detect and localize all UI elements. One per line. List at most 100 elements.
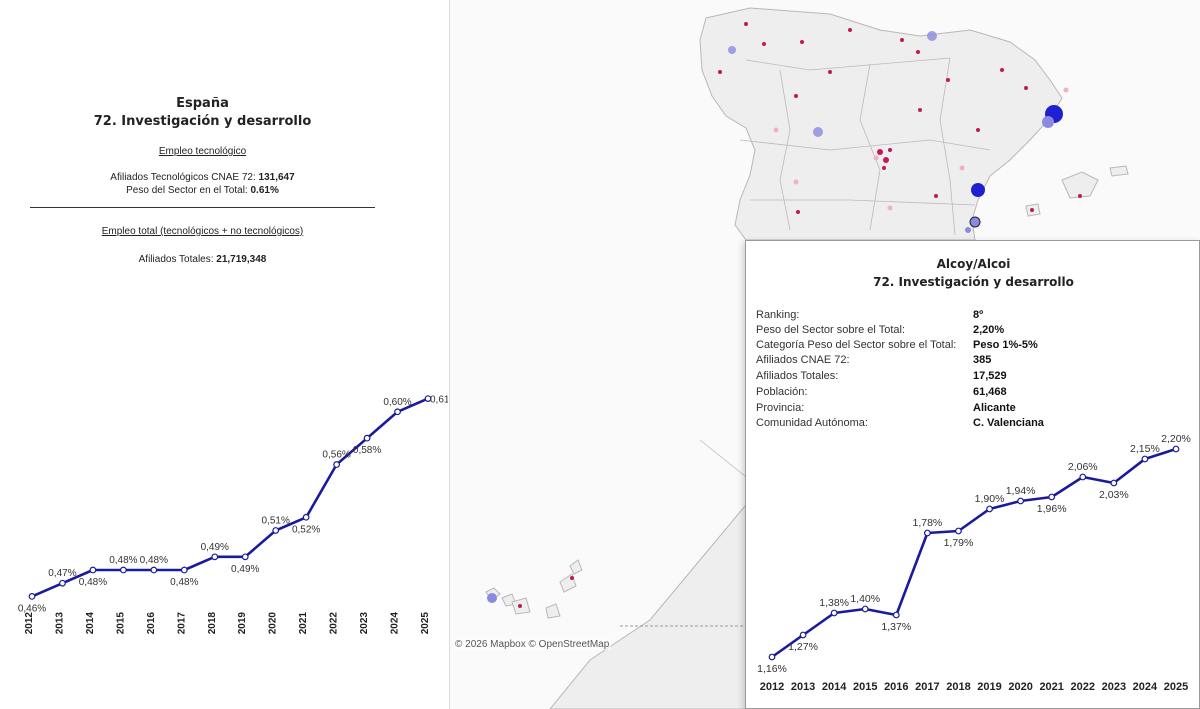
tooltip-label: Provincia: [756,402,805,414]
spain-point [211,553,219,561]
map-dot[interactable] [873,155,879,161]
tooltip-row-province: Provincia: Alicante [756,401,1196,416]
map-dot[interactable] [744,22,748,26]
map-dot[interactable] [800,40,804,44]
city-point [986,505,993,513]
map-dot[interactable] [965,227,971,233]
tooltip-value: C. Valenciana [973,417,1044,429]
map-dot[interactable] [976,128,980,132]
spain-point [180,566,188,574]
map-dot[interactable] [1000,68,1004,72]
city-x-tick-label: 2024 [1133,681,1158,693]
spain-point [119,566,127,574]
tooltip-value: 8º [973,309,984,321]
total-affiliates-value: 21,719,348 [216,254,267,265]
tooltip-value: 61,468 [973,386,1007,398]
tooltip-value: 2,20% [973,324,1005,336]
map-dot[interactable] [1063,87,1069,93]
city-data-label: 2,06% [1068,461,1098,473]
spain-data-label: 0,60% [383,397,411,408]
total-affiliates-stat: Afiliados Totales: 21,719,348 [30,254,375,265]
map-dot[interactable] [877,149,883,155]
city-x-tick-label: 2016 [884,681,908,693]
tooltip-label: Categoría Peso del Sector sobre el Total… [756,339,957,351]
country-title: España [176,96,229,111]
city-point [768,653,776,661]
city-data-label: 2,15% [1130,443,1160,455]
city-tooltip: Alcoy/Alcoi 72. Investigación y desarrol… [745,240,1200,709]
map-dot[interactable] [969,216,981,228]
map-dot[interactable] [848,28,852,32]
map-dots[interactable] [487,22,1082,608]
map-dot[interactable] [887,205,893,211]
map-dot[interactable] [773,127,779,133]
tooltip-value: Peso 1%-5% [973,339,1038,351]
city-x-tick-label: 2013 [791,681,815,693]
spain-point [150,566,158,574]
map-dot[interactable] [900,38,904,42]
map-dot[interactable] [487,593,497,603]
city-sector-weight-chart: 1,16% 2012 1,27% 2013 1,38% 2014 1,40% 2015 1,37… [757,433,1191,693]
city-point [1048,493,1056,501]
map-dot[interactable] [934,194,938,198]
sector-weight-value: 0.61% [250,185,279,196]
map-dot[interactable] [882,166,886,170]
city-point [799,631,807,639]
tooltip-row-sector-weight: Peso del Sector sobre el Total: 2,20% [756,323,1196,338]
map-dot[interactable] [1024,86,1028,90]
total-employment-heading: Empleo total (tecnológicos + no tecnológ… [101,226,304,237]
spain-x-tick-label: 2015 [115,612,126,635]
city-x-tick-label: 2022 [1071,681,1095,693]
city-x-tick-label: 2021 [1039,681,1063,693]
map-dot[interactable] [918,108,922,112]
tech-affiliates-value: 131,647 [258,172,295,183]
city-data-label: 2,03% [1099,489,1129,501]
spain-x-tick-label: 2018 [207,612,218,635]
tooltip-label: Comunidad Autónoma: [756,417,868,429]
map-dot[interactable] [813,127,823,137]
map-dot[interactable] [916,50,920,54]
tooltip-value: 17,529 [973,370,1007,382]
spain-x-tick-label: 2019 [237,612,248,635]
spain-point [59,579,66,587]
map-dot[interactable] [718,70,722,74]
tooltip-label: Afiliados Totales: [756,370,839,382]
spain-x-tick-label: 2017 [176,612,187,635]
spain-point [363,434,371,442]
map-dot[interactable] [1078,194,1082,198]
map-dot[interactable] [518,604,522,608]
tooltip-label: Afiliados CNAE 72: [756,354,850,366]
menorca [1109,165,1129,177]
spain-data-label: 0,51% [262,515,290,526]
city-data-label: 1,94% [1006,485,1036,497]
map-dot[interactable] [1042,116,1054,128]
map-dot[interactable] [971,183,985,197]
city-data-label: 1,38% [819,597,849,609]
city-data-label: 1,27% [788,641,818,653]
map-dot[interactable] [888,148,892,152]
spain-data-label: 0,56% [322,450,350,461]
spain-x-tick-label: 2022 [329,612,340,635]
city-x-tick-label: 2019 [977,681,1001,693]
map-dot[interactable] [762,42,766,46]
city-data-label: 2,20% [1161,433,1191,445]
spain-x-tick-label: 2023 [359,612,370,635]
city-data-label: 1,16% [757,663,787,675]
map-dot[interactable] [946,78,950,82]
map-dot[interactable] [796,210,800,214]
spain-data-label: 0,61% [430,395,448,406]
city-x-tick-label: 2015 [853,681,877,693]
spain-x-tick-label: 2021 [298,612,309,635]
map-dot[interactable] [959,165,965,171]
map-dot[interactable] [828,70,832,74]
tech-employment-heading: Empleo tecnológico [158,146,247,157]
canary-island-6 [569,559,583,575]
map-dot[interactable] [927,31,937,41]
map-dot[interactable] [794,94,798,98]
map-dot[interactable] [883,157,889,163]
map-dot[interactable] [570,576,574,580]
map-dot[interactable] [728,46,736,54]
map-dot[interactable] [1030,208,1034,212]
map-attribution[interactable]: © 2026 Mapbox © OpenStreetMap [453,639,612,650]
map-dot[interactable] [793,179,799,185]
